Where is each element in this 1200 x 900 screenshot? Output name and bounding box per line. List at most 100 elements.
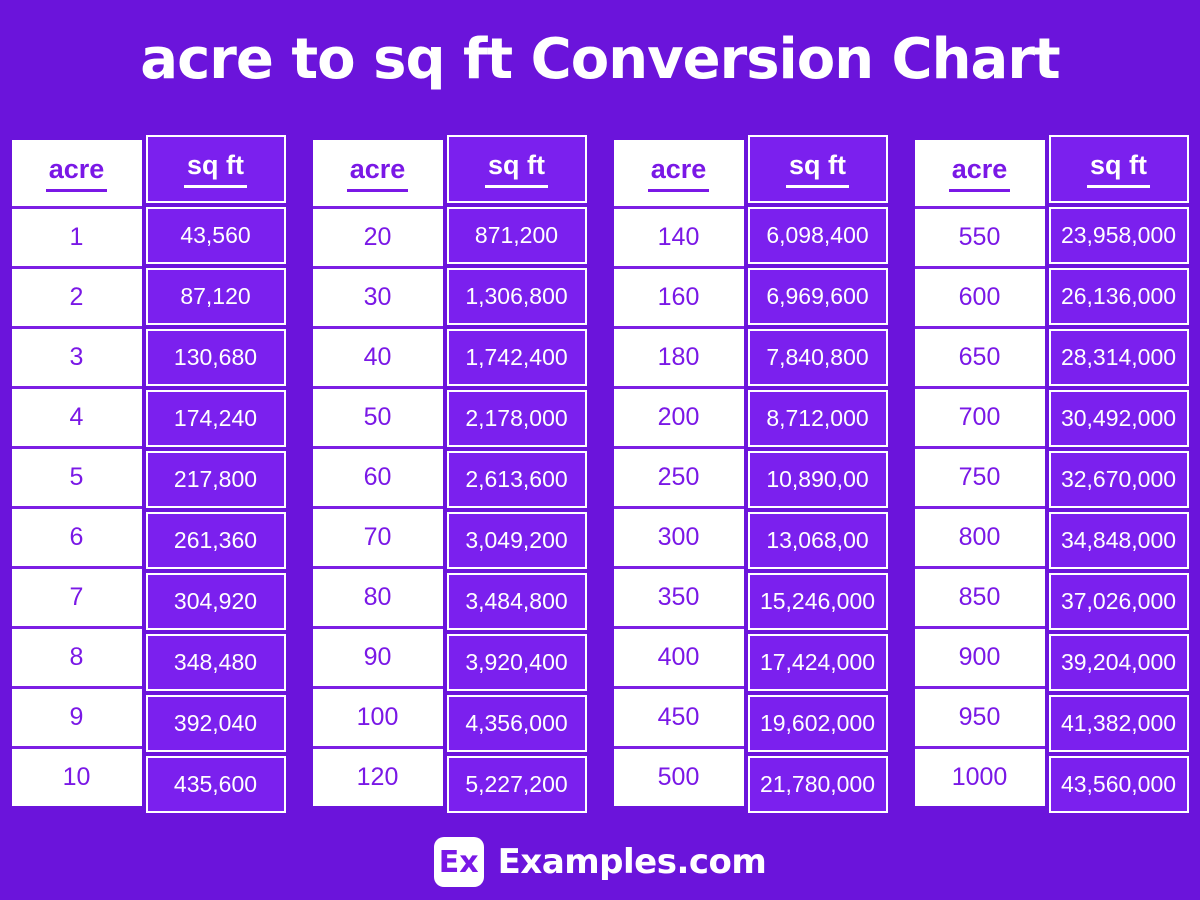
sqft-value-cell: 2,613,600: [446, 451, 587, 508]
acre-value-cell: 30: [312, 266, 443, 326]
sqft-value-cell: 392,040: [145, 695, 286, 752]
sqft-value-cell: 15,246,000: [747, 573, 888, 630]
sqft-value-cell: 7,840,800: [747, 329, 888, 386]
sqft-value-cell: 435,600: [145, 756, 286, 813]
sqft-value-cell: 217,800: [145, 451, 286, 508]
site-name-label: Examples.com: [497, 842, 767, 882]
sqft-value-cell: 10,890,00: [747, 451, 888, 508]
acre-value-cell: 2: [11, 266, 142, 326]
sqft-value-cell: 174,240: [145, 390, 286, 447]
acre-value-cell: 120: [312, 746, 443, 806]
acre-value-cell: 70: [312, 506, 443, 566]
acre-value-cell: 8: [11, 626, 142, 686]
sqft-column: sq ft 871,200 1,306,800 1,742,400 2,178,000 2…: [446, 135, 587, 817]
sqft-value-cell: 261,360: [145, 512, 286, 569]
sqft-value-cell: 43,560: [145, 207, 286, 264]
acre-value-cell: 850: [914, 566, 1045, 626]
acre-header-label: acre: [647, 154, 710, 192]
sqft-value-cell: 3,049,200: [446, 512, 587, 569]
acre-value-cell: 7: [11, 566, 142, 626]
conversion-table: acre 1 2 3 4 5 6 7 8 9 10 sq ft 43,560 87,120 130,680 1…: [11, 135, 286, 817]
sqft-value-cell: 1,742,400: [446, 329, 587, 386]
acre-value-cell: 5: [11, 446, 142, 506]
acre-value-cell: 900: [914, 626, 1045, 686]
sqft-value-cell: 17,424,000: [747, 634, 888, 691]
sqft-value-cell: 6,098,400: [747, 207, 888, 264]
acre-value-cell: 250: [613, 446, 744, 506]
sqft-value-cell: 871,200: [446, 207, 587, 264]
acre-value-cell: 3: [11, 326, 142, 386]
sqft-header-label: sq ft: [1087, 150, 1150, 188]
acre-header-cell: acre: [914, 140, 1045, 206]
acre-header-cell: acre: [11, 140, 142, 206]
acre-value-cell: 50: [312, 386, 443, 446]
sqft-header-label: sq ft: [184, 150, 247, 188]
acre-header-cell: acre: [613, 140, 744, 206]
sqft-value-cell: 13,068,00: [747, 512, 888, 569]
acre-value-cell: 500: [613, 746, 744, 806]
acre-value-cell: 650: [914, 326, 1045, 386]
acre-header-label: acre: [346, 154, 409, 192]
footer-brand[interactable]: Ex Examples.com: [0, 837, 1200, 887]
sqft-header-cell: sq ft: [145, 135, 286, 203]
acre-value-cell: 180: [613, 326, 744, 386]
conversion-table: acre 550 600 650 700 750 800 850 900 950 1000 sq ft…: [914, 135, 1189, 817]
acre-header-label: acre: [45, 154, 108, 192]
sqft-value-cell: 2,178,000: [446, 390, 587, 447]
acre-value-cell: 9: [11, 686, 142, 746]
sqft-header-cell: sq ft: [747, 135, 888, 203]
acre-value-cell: 60: [312, 446, 443, 506]
acre-value-cell: 700: [914, 386, 1045, 446]
acre-value-cell: 4: [11, 386, 142, 446]
acre-value-cell: 800: [914, 506, 1045, 566]
sqft-value-cell: 8,712,000: [747, 390, 888, 447]
sqft-value-cell: 37,026,000: [1048, 573, 1189, 630]
sqft-header-label: sq ft: [786, 150, 849, 188]
sqft-value-cell: 26,136,000: [1048, 268, 1189, 325]
sqft-value-cell: 30,492,000: [1048, 390, 1189, 447]
acre-value-cell: 10: [11, 746, 142, 806]
acre-value-cell: 100: [312, 686, 443, 746]
acre-header-cell: acre: [312, 140, 443, 206]
sqft-header-label: sq ft: [485, 150, 548, 188]
acre-value-cell: 40: [312, 326, 443, 386]
sqft-value-cell: 32,670,000: [1048, 451, 1189, 508]
acre-value-cell: 750: [914, 446, 1045, 506]
conversion-table: acre 20 30 40 50 60 70 80 90 100 120 sq ft 871,200 1,…: [312, 135, 587, 817]
sqft-value-cell: 23,958,000: [1048, 207, 1189, 264]
page-title: acre to sq ft Conversion Chart: [140, 27, 1060, 92]
acre-value-cell: 6: [11, 506, 142, 566]
sqft-column: sq ft 43,560 87,120 130,680 174,240 217,800 26…: [145, 135, 286, 817]
sqft-value-cell: 34,848,000: [1048, 512, 1189, 569]
acre-header-label: acre: [948, 154, 1011, 192]
sqft-value-cell: 3,920,400: [446, 634, 587, 691]
acre-value-cell: 1: [11, 206, 142, 266]
acre-value-cell: 90: [312, 626, 443, 686]
sqft-header-cell: sq ft: [1048, 135, 1189, 203]
acre-value-cell: 140: [613, 206, 744, 266]
sqft-value-cell: 41,382,000: [1048, 695, 1189, 752]
sqft-value-cell: 19,602,000: [747, 695, 888, 752]
sqft-value-cell: 5,227,200: [446, 756, 587, 813]
acre-column: acre 20 30 40 50 60 70 80 90 100 120: [312, 140, 443, 806]
sqft-value-cell: 28,314,000: [1048, 329, 1189, 386]
sqft-value-cell: 6,969,600: [747, 268, 888, 325]
acre-value-cell: 80: [312, 566, 443, 626]
sqft-value-cell: 87,120: [145, 268, 286, 325]
acre-value-cell: 200: [613, 386, 744, 446]
acre-value-cell: 550: [914, 206, 1045, 266]
acre-value-cell: 20: [312, 206, 443, 266]
examples-logo-icon: Ex: [433, 837, 484, 887]
sqft-value-cell: 348,480: [145, 634, 286, 691]
acre-value-cell: 300: [613, 506, 744, 566]
sqft-value-cell: 43,560,000: [1048, 756, 1189, 813]
sqft-value-cell: 130,680: [145, 329, 286, 386]
acre-value-cell: 1000: [914, 746, 1045, 806]
acre-column: acre 1 2 3 4 5 6 7 8 9 10: [11, 140, 142, 806]
acre-value-cell: 400: [613, 626, 744, 686]
sqft-column: sq ft 6,098,400 6,969,600 7,840,800 8,712,00…: [747, 135, 888, 817]
sqft-header-cell: sq ft: [446, 135, 587, 203]
acre-value-cell: 950: [914, 686, 1045, 746]
acre-value-cell: 350: [613, 566, 744, 626]
